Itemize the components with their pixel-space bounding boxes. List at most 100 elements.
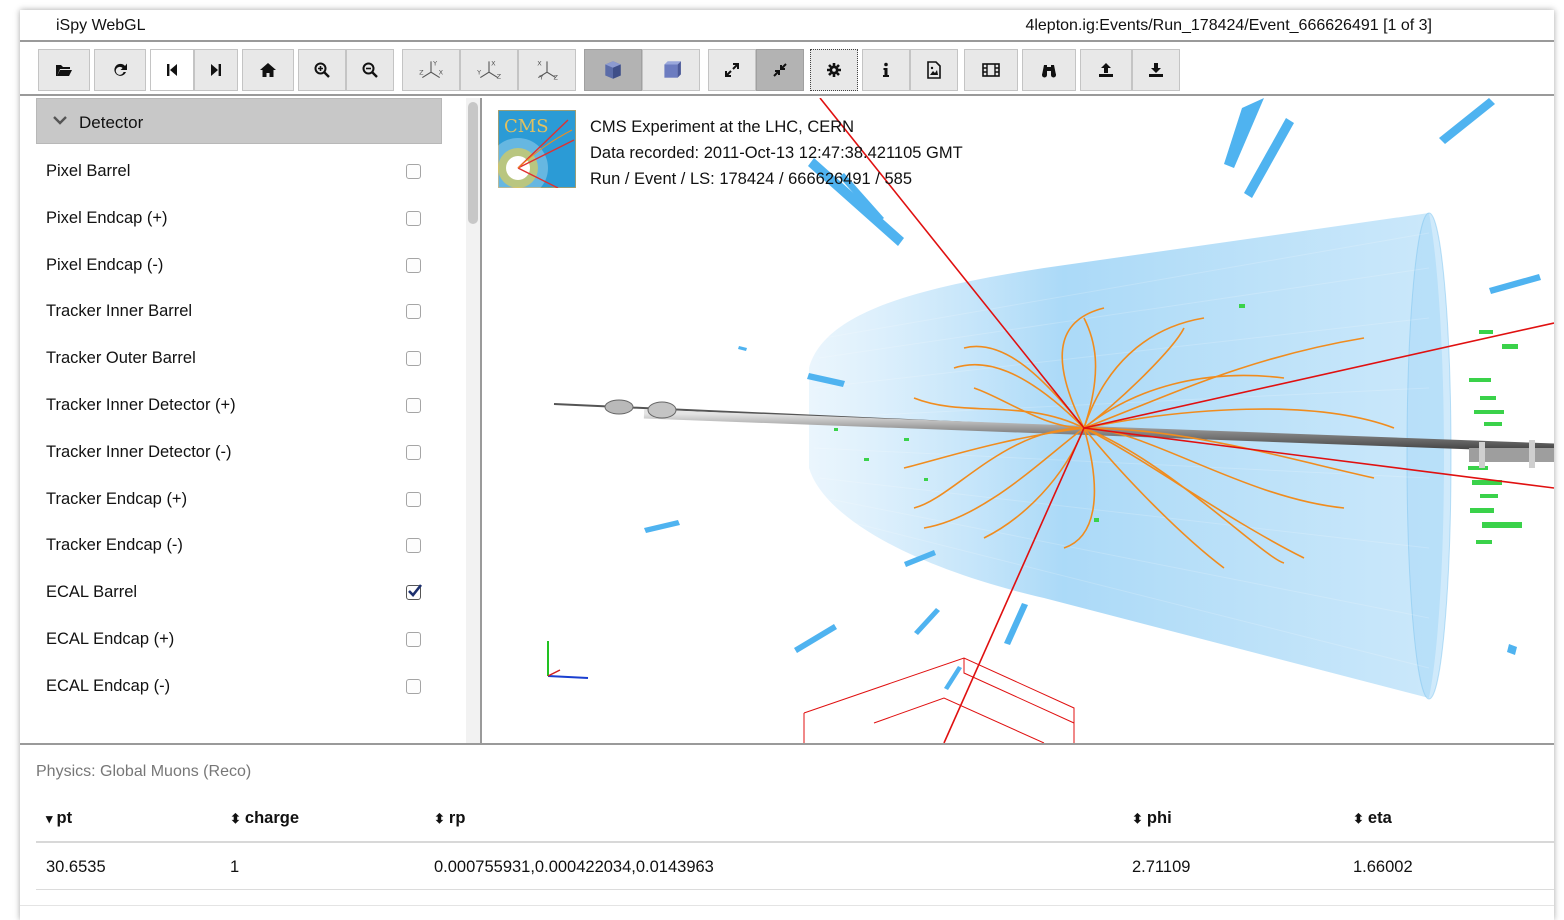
- column-label: phi: [1146, 809, 1172, 827]
- binoculars-icon: [1042, 65, 1056, 78]
- zoom-out-icon: [362, 62, 378, 78]
- export-image-button[interactable]: [910, 49, 958, 91]
- column-label: eta: [1367, 809, 1392, 827]
- column-header-phi[interactable]: ⬍ phi: [1132, 809, 1172, 828]
- sidebar-scrollbar-thumb[interactable]: [468, 102, 478, 224]
- detector-item-checkbox[interactable]: [406, 210, 421, 226]
- column-header-eta[interactable]: ⬍ eta: [1353, 809, 1392, 828]
- detector-item-checkbox[interactable]: [406, 398, 421, 413]
- muon-tracks: [819, 98, 1554, 743]
- sidebar-scrollbar[interactable]: [466, 98, 480, 743]
- detector-item-label: Pixel Endcap (+): [46, 208, 168, 227]
- row-divider: [36, 889, 1554, 890]
- detector-item[interactable]: Tracker Endcap (+): [46, 476, 426, 522]
- app-title: iSpy WebGL: [56, 17, 146, 34]
- settings-button[interactable]: [810, 49, 858, 91]
- svg-text:CMS: CMS: [504, 116, 549, 137]
- detector-item-checkbox[interactable]: [406, 444, 421, 460]
- folder-open-icon: [56, 65, 72, 76]
- find-button[interactable]: [1022, 49, 1076, 91]
- chevron-down-icon: [53, 116, 67, 125]
- section-title: Detector: [79, 113, 144, 132]
- view-xz-button[interactable]: X Y Z: [460, 49, 518, 91]
- reload-button[interactable]: [94, 49, 146, 91]
- detector-item-checkbox[interactable]: [406, 632, 421, 647]
- ecal-barrel-cone: [809, 212, 1452, 700]
- cell-charge: 1: [230, 858, 240, 876]
- detector-item-label: ECAL Barrel: [46, 583, 138, 602]
- detector-item-checkbox[interactable]: [406, 304, 421, 320]
- column-header-pt[interactable]: ▾ pt: [46, 809, 72, 828]
- event-path-title: 4lepton.ig:Events/Run_178424/Event_66662…: [1025, 17, 1432, 34]
- next-event-button[interactable]: [194, 49, 238, 91]
- detector-item[interactable]: Tracker Endcap (-): [46, 522, 426, 568]
- detector-item-checkbox[interactable]: [406, 257, 421, 273]
- detector-item-label: Tracker Endcap (+): [46, 489, 188, 508]
- previous-event-button[interactable]: [150, 49, 194, 91]
- axes-indicator: [547, 641, 589, 679]
- checkmark-icon: [408, 584, 423, 598]
- info-button[interactable]: [862, 49, 910, 91]
- cell-pt: 30.6535: [46, 858, 106, 876]
- animation-button[interactable]: [964, 49, 1018, 91]
- sort-desc-icon: ▾: [46, 811, 53, 826]
- detector-item[interactable]: Pixel Endcap (-): [46, 242, 426, 288]
- image-icon: [927, 61, 941, 79]
- title-bar: iSpy WebGL 4lepton.ig:Events/Run_178424/…: [20, 10, 1554, 42]
- detector-item-checkbox[interactable]: [406, 491, 421, 507]
- home-view-button[interactable]: [242, 49, 294, 91]
- detector-item[interactable]: ECAL Barrel: [46, 569, 426, 615]
- 3d-event-scene[interactable]: [484, 98, 1554, 743]
- svg-text:Z: Z: [497, 73, 502, 81]
- detector-item-label: Tracker Inner Barrel: [46, 302, 193, 321]
- upload-button[interactable]: [1080, 49, 1132, 91]
- detector-item[interactable]: Pixel Endcap (+): [46, 195, 426, 241]
- column-header-charge[interactable]: ⬍ charge: [230, 809, 299, 828]
- detector-item[interactable]: Tracker Inner Detector (+): [46, 382, 426, 428]
- detector-item-label: Tracker Inner Detector (-): [46, 442, 232, 461]
- table-title: Physics: Global Muons (Reco): [36, 763, 252, 780]
- detector-item-checkbox[interactable]: [406, 678, 421, 694]
- orthographic-button[interactable]: [642, 49, 700, 91]
- svg-text:Y: Y: [432, 60, 437, 68]
- step-forward-icon: [211, 64, 221, 76]
- sort-icon: ⬍: [1132, 811, 1143, 826]
- recorded-date: Data recorded: 2011-Oct-13 12:47:38.4211…: [590, 144, 963, 162]
- detector-item[interactable]: ECAL Endcap (+): [46, 616, 426, 662]
- physics-table-panel: Physics: Global Muons (Reco) ▾ pt ⬍ charge ⬍…: [20, 745, 1554, 920]
- detector-item-checkbox[interactable]: [406, 584, 423, 601]
- detector-item-checkbox[interactable]: [406, 538, 421, 554]
- open-file-button[interactable]: [38, 49, 90, 91]
- detector-item[interactable]: Tracker Inner Barrel: [46, 288, 426, 334]
- detector-item[interactable]: Tracker Inner Detector (-): [46, 429, 426, 475]
- download-button[interactable]: [1132, 49, 1180, 91]
- svg-text:Z: Z: [419, 68, 424, 76]
- detector-item-checkbox[interactable]: [406, 164, 421, 179]
- svg-text:X: X: [439, 68, 444, 76]
- detector-item-label: Pixel Barrel: [46, 162, 131, 180]
- detector-item-checkbox[interactable]: [406, 351, 421, 367]
- expand-button[interactable]: [708, 49, 756, 91]
- detector-section-header[interactable]: Detector: [36, 98, 442, 144]
- detector-item-label: Pixel Endcap (-): [46, 255, 164, 274]
- detector-item[interactable]: ECAL Endcap (-): [46, 663, 426, 709]
- event-display-viewport[interactable]: CMS CMS Experiment at the LHC, CERN Data…: [484, 98, 1554, 743]
- film-icon: [982, 63, 1000, 77]
- svg-text:Z: Z: [554, 74, 559, 81]
- zoom-in-button[interactable]: [298, 49, 346, 91]
- axes-xy-icon: XY Z: [537, 60, 559, 81]
- axes-xz-icon: X Y Z: [476, 60, 502, 81]
- perspective-button[interactable]: [584, 49, 642, 91]
- panel-divider[interactable]: [20, 743, 1554, 745]
- detector-item[interactable]: Pixel Barrel: [46, 148, 426, 194]
- svg-text:Y: Y: [538, 74, 543, 81]
- compress-button[interactable]: [756, 49, 804, 91]
- column-header-rp[interactable]: ⬍ rp: [434, 809, 465, 828]
- cell-rp: 0.000755931,0.000422034,0.0143963: [434, 858, 714, 876]
- download-icon: [1149, 63, 1163, 77]
- zoom-out-button[interactable]: [346, 49, 394, 91]
- detector-item[interactable]: Tracker Outer Barrel: [46, 335, 426, 381]
- event-info: CMS Experiment at the LHC, CERN Data rec…: [590, 114, 963, 192]
